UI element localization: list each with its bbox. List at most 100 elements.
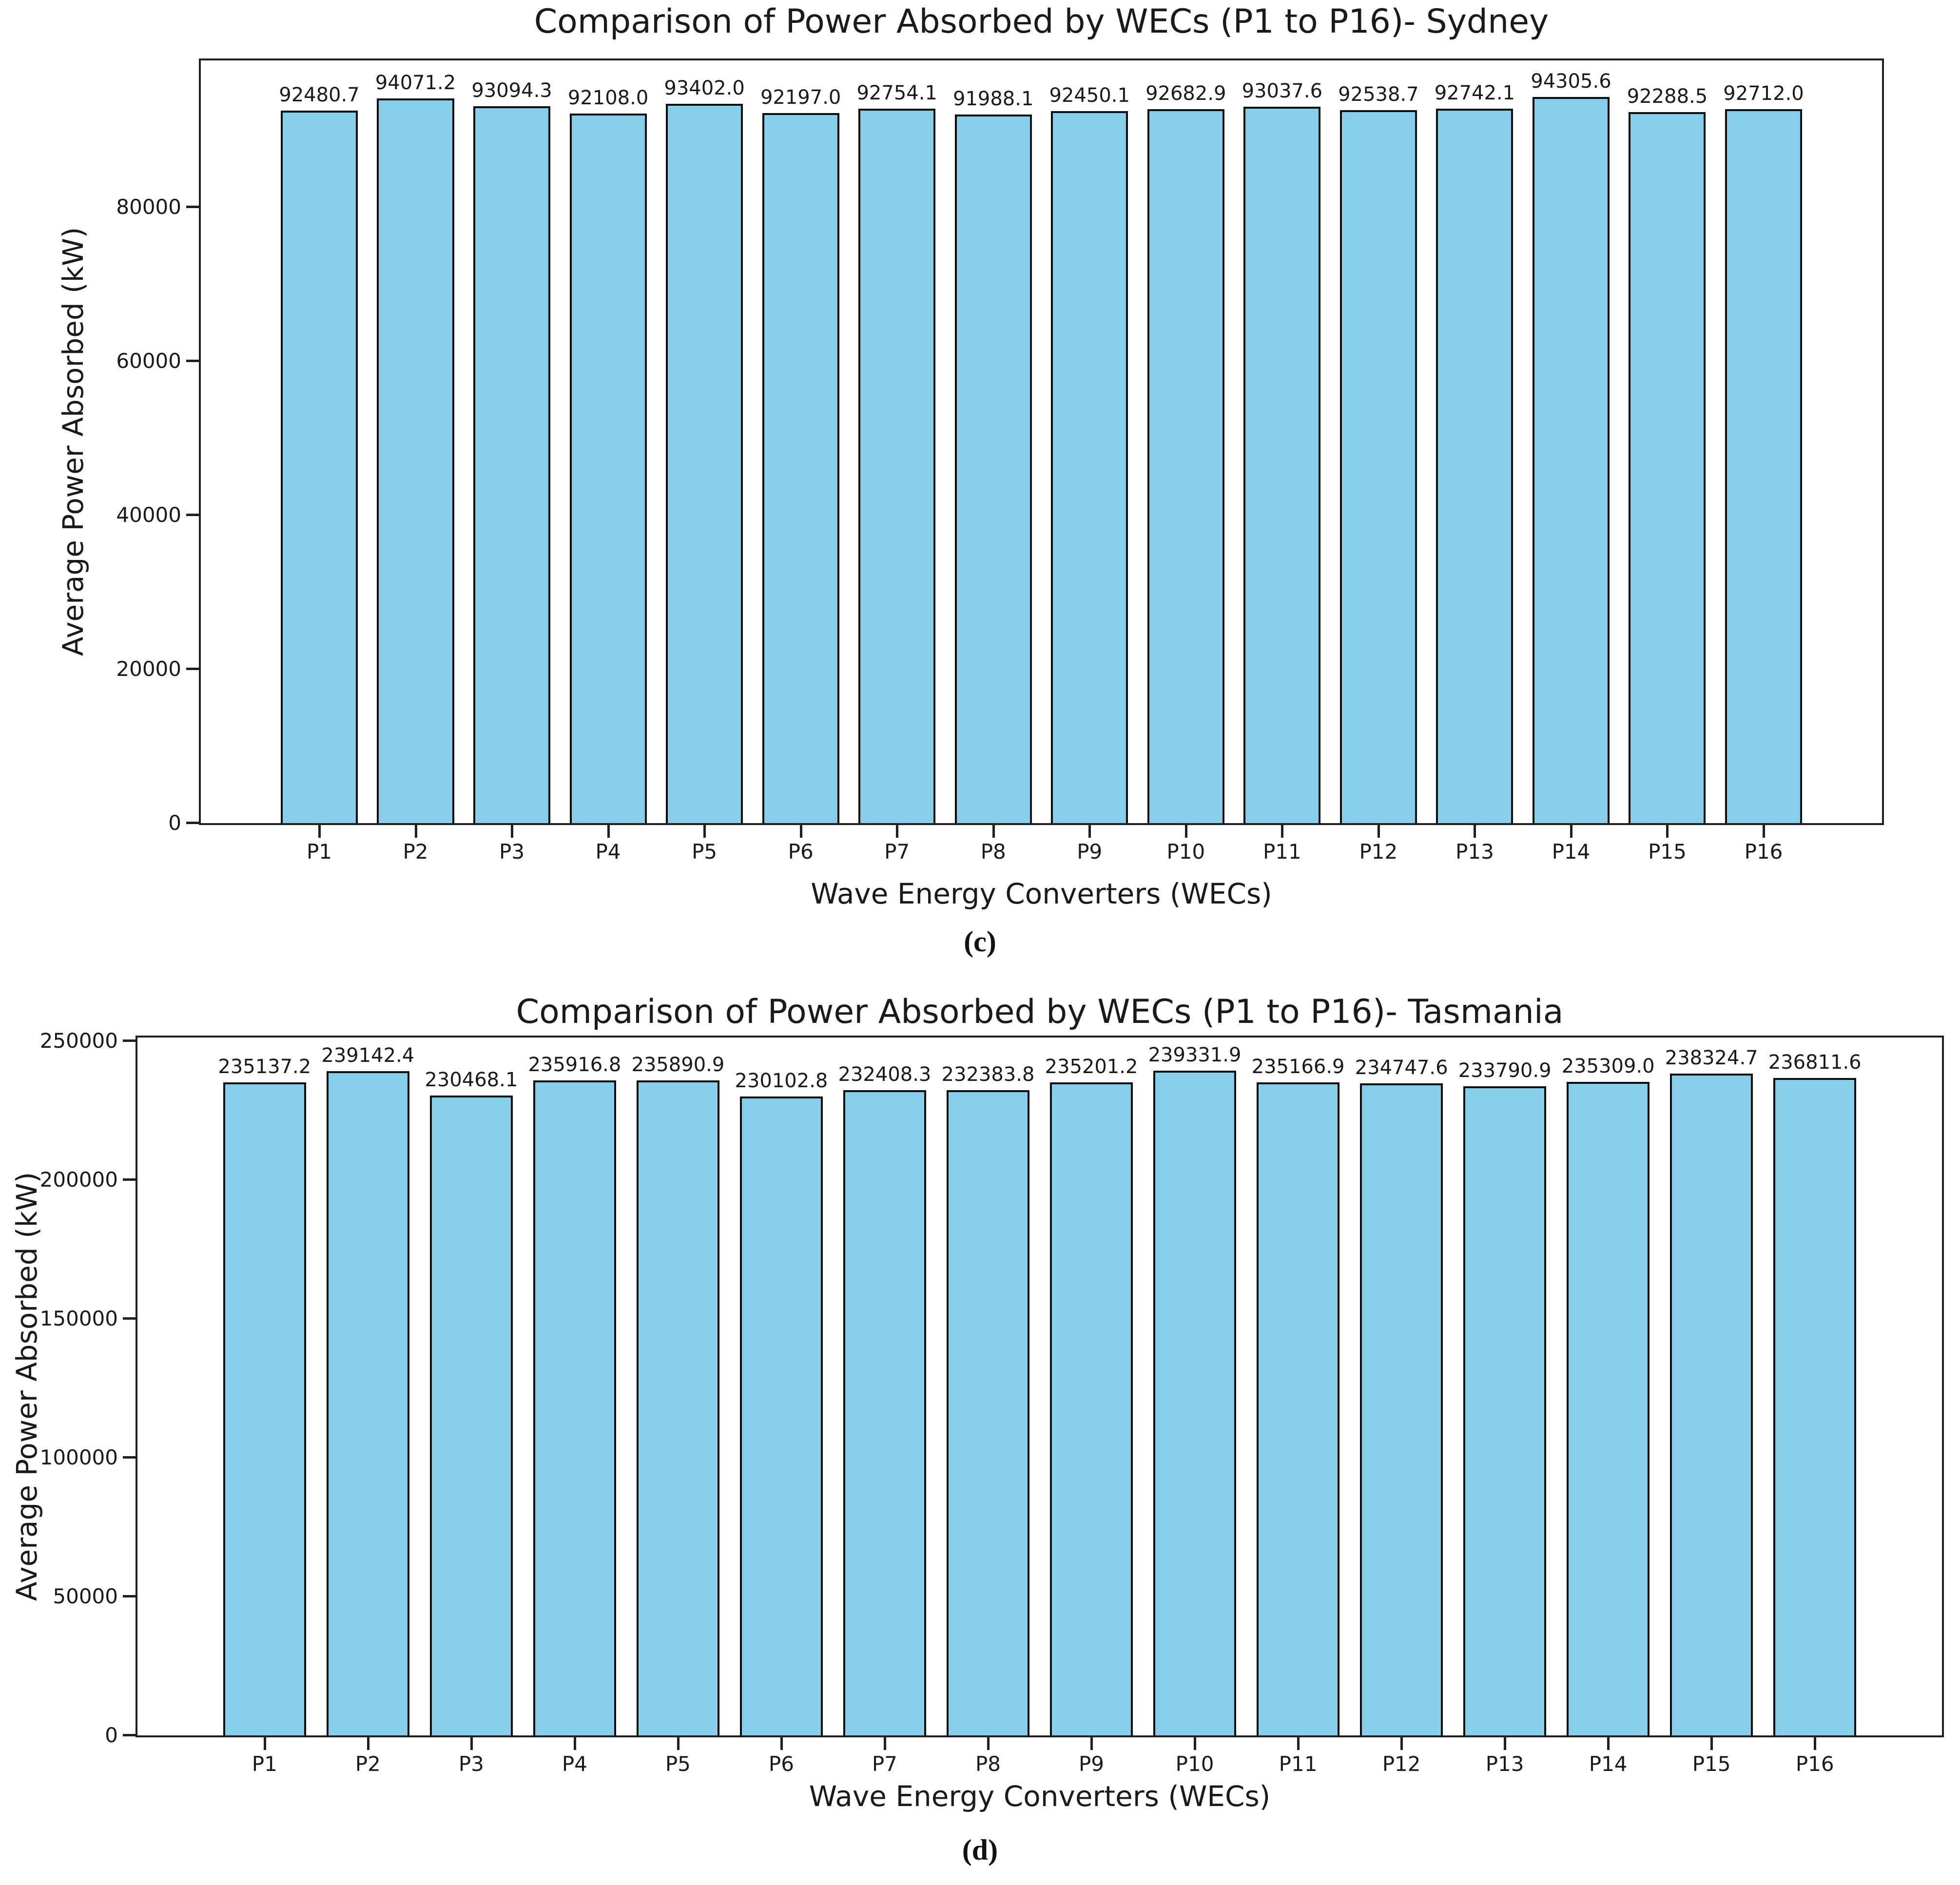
y-tick-mark xyxy=(123,1317,136,1320)
bar xyxy=(1436,109,1514,823)
x-tick-label: P10 xyxy=(1175,1752,1214,1776)
bar xyxy=(1360,1083,1443,1735)
x-tick-label: P2 xyxy=(403,840,428,864)
bar xyxy=(1567,1082,1650,1735)
x-tick-mark xyxy=(318,825,321,838)
bar-value-label: 92742.1 xyxy=(1434,82,1515,105)
bar-value-label: 92197.0 xyxy=(760,86,841,109)
x-tick-mark xyxy=(1763,825,1766,838)
y-tick-label: 50000 xyxy=(53,1584,118,1609)
bar-value-label: 94071.2 xyxy=(375,72,456,95)
bar xyxy=(1532,96,1610,823)
x-tick-mark xyxy=(1297,1737,1300,1750)
bar-value-label: 92754.1 xyxy=(856,82,937,105)
bar-value-label: 92682.9 xyxy=(1145,82,1226,105)
bar xyxy=(1051,111,1128,823)
x-tick-mark xyxy=(414,825,417,838)
bar xyxy=(1257,1082,1339,1735)
bar-value-label: 93402.0 xyxy=(664,77,745,99)
figure-caption: (c) xyxy=(964,925,996,958)
x-tick-label: P3 xyxy=(458,1752,484,1776)
bar-value-label: 235137.2 xyxy=(218,1056,311,1078)
x-tick-label: P5 xyxy=(665,1752,691,1776)
plot-area: 0 20000 40000 60000 80000 92480.7 P1 94071.2 P2 9… xyxy=(116,58,1884,862)
y-tick-mark xyxy=(186,205,199,208)
plot-area: 0 50000 100000 150000 200000 250000 235137.2 P1… xyxy=(40,1031,1944,1774)
y-tick-mark xyxy=(186,513,199,516)
bar xyxy=(947,1090,1029,1735)
x-tick-mark xyxy=(1607,1737,1610,1750)
x-tick-mark xyxy=(1088,825,1091,838)
x-tick-label: P5 xyxy=(692,840,718,864)
bar-value-label: 238324.7 xyxy=(1665,1046,1758,1069)
bar xyxy=(666,103,743,823)
y-tick-label: 250000 xyxy=(39,1029,118,1053)
bar-value-label: 92450.1 xyxy=(1049,84,1130,107)
bar xyxy=(377,98,454,823)
bar-value-label: 235309.0 xyxy=(1561,1055,1655,1078)
y-tick-mark xyxy=(186,667,199,670)
bar-value-label: 230468.1 xyxy=(425,1068,518,1091)
x-tick-mark xyxy=(987,1737,990,1750)
chart-title: Comparison of Power Absorbed by WECs (P1… xyxy=(516,993,1564,1031)
bar xyxy=(762,113,839,823)
x-tick-label: P4 xyxy=(562,1752,587,1776)
x-tick-mark xyxy=(470,1737,473,1750)
x-tick-mark xyxy=(1377,825,1380,838)
bar-value-label: 230102.8 xyxy=(735,1069,828,1092)
bar-value-label: 92288.5 xyxy=(1627,85,1708,108)
x-tick-label: P1 xyxy=(306,840,332,864)
x-tick-mark xyxy=(511,825,514,838)
bar-value-label: 92480.7 xyxy=(279,84,360,107)
y-tick-label: 80000 xyxy=(116,194,181,219)
y-tick-label: 100000 xyxy=(39,1445,118,1470)
x-tick-label: P9 xyxy=(1078,1752,1105,1776)
x-tick-mark xyxy=(1474,825,1476,838)
x-tick-mark xyxy=(1281,825,1284,838)
bar-value-label: 91988.1 xyxy=(953,88,1034,111)
x-tick-label: P16 xyxy=(1795,1752,1834,1776)
x-tick-mark xyxy=(677,1737,679,1750)
bar-value-label: 92712.0 xyxy=(1723,82,1804,105)
x-tick-label: P6 xyxy=(768,1752,794,1776)
bar-value-label: 239142.4 xyxy=(321,1044,415,1067)
x-tick-mark xyxy=(780,1737,783,1750)
bar-value-label: 239331.9 xyxy=(1148,1044,1242,1067)
bar xyxy=(843,1090,926,1735)
figure-sydney: Comparison of Power Absorbed by WECs (P1… xyxy=(57,2,1884,958)
y-tick-label: 150000 xyxy=(39,1307,118,1331)
x-tick-mark xyxy=(1570,825,1572,838)
x-tick-label: P7 xyxy=(884,840,910,864)
x-tick-mark xyxy=(799,825,802,838)
x-tick-label: P13 xyxy=(1485,1752,1524,1776)
figure-tasmania: Comparison of Power Absorbed by WECs (P1… xyxy=(0,980,1960,1885)
y-axis-label: Average Power Absorbed (kW) xyxy=(57,227,90,656)
x-tick-mark xyxy=(263,1737,266,1750)
x-tick-label: P2 xyxy=(355,1752,381,1776)
y-tick-label: 0 xyxy=(105,1723,118,1747)
x-tick-mark xyxy=(1184,825,1187,838)
x-tick-label: P11 xyxy=(1279,1752,1318,1776)
x-tick-mark xyxy=(1814,1737,1817,1750)
bar-value-label: 235201.2 xyxy=(1045,1055,1138,1078)
bar-value-label: 236811.6 xyxy=(1768,1051,1862,1074)
x-tick-label: P12 xyxy=(1382,1752,1421,1776)
y-tick-mark xyxy=(123,1178,136,1181)
x-tick-mark xyxy=(1400,1737,1403,1750)
x-tick-label: P14 xyxy=(1589,1752,1628,1776)
y-tick-mark xyxy=(123,1456,136,1459)
y-tick-label: 200000 xyxy=(39,1168,118,1192)
bar xyxy=(1050,1082,1133,1735)
y-tick-mark xyxy=(123,1039,136,1042)
x-tick-label: P3 xyxy=(499,840,525,864)
x-tick-label: P10 xyxy=(1166,840,1205,864)
y-tick-label: 60000 xyxy=(116,348,181,373)
bar xyxy=(327,1071,409,1735)
bar xyxy=(533,1080,616,1735)
x-tick-mark xyxy=(1710,1737,1713,1750)
x-tick-mark xyxy=(883,1737,886,1750)
x-tick-label: P8 xyxy=(975,1752,1001,1776)
bar xyxy=(473,106,551,823)
x-tick-label: P8 xyxy=(980,840,1006,864)
x-tick-mark xyxy=(992,825,995,838)
